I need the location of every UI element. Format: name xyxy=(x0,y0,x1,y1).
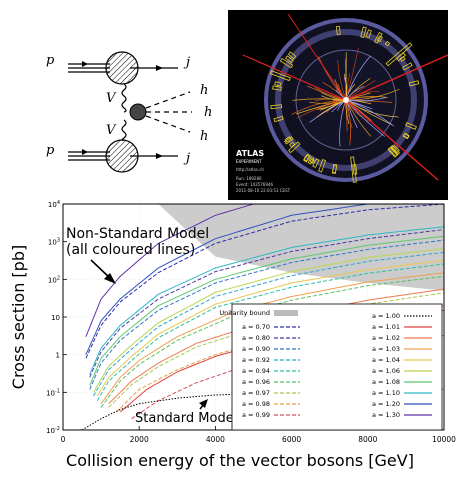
label-v-bottom: V xyxy=(106,123,117,138)
label-p-bottom: p xyxy=(46,143,55,158)
bottom-blob xyxy=(105,139,139,173)
legend-label: a = 0.96 xyxy=(242,378,270,386)
label-j-bottom: j xyxy=(183,151,190,166)
run-info: Run: 189280 xyxy=(236,176,262,181)
y-tick-label: 10 xyxy=(51,314,60,322)
svg-text:ATLAS: ATLAS xyxy=(236,149,264,158)
x-tick-label: 4000 xyxy=(206,435,225,444)
legend-label: a = 0.90 xyxy=(242,345,270,353)
series-line xyxy=(100,272,444,404)
x-axis-label: Collision energy of the vector bosons [G… xyxy=(66,451,414,470)
series-line xyxy=(93,248,444,393)
atlas-logo: ATLAS EXPERIMENT xyxy=(236,149,264,164)
legend-unitarity-swatch xyxy=(274,310,298,316)
legend-label: a = 1.04 xyxy=(372,356,400,364)
legend-label: a = 0.80 xyxy=(242,334,270,342)
y-tick-label: 103 xyxy=(48,238,60,247)
series-line xyxy=(85,204,444,359)
annotation-sm-arrow xyxy=(199,399,208,410)
y-tick-label: 102 xyxy=(48,275,60,284)
series-line xyxy=(85,204,256,337)
legend-label: a = 1.08 xyxy=(372,378,400,386)
event-info: Event: 143576946 xyxy=(236,182,273,187)
higgs-lines xyxy=(145,91,192,133)
x-tick-label: 6000 xyxy=(282,435,301,444)
v-boson-top xyxy=(121,83,127,113)
v-boson-bottom xyxy=(121,119,127,141)
atlas-url: http://atlas.ch xyxy=(236,167,264,172)
y-ticks: 10-2 10-1 1 10 102 103 104 xyxy=(46,200,67,435)
label-j-top: j xyxy=(183,55,190,70)
series-line xyxy=(108,288,444,405)
top-blob xyxy=(105,51,139,85)
legend-label: a = 1.20 xyxy=(372,400,400,408)
date-info: 2011-08-10 22:03:53 CEST xyxy=(236,188,291,193)
label-h1: h xyxy=(200,83,208,98)
series-line xyxy=(89,239,444,390)
svg-text:EXPERIMENT: EXPERIMENT xyxy=(236,159,262,164)
label-v-top: V xyxy=(106,91,117,106)
series-line xyxy=(89,226,444,375)
annotation-nonsm-line1: Non-Standard Model xyxy=(66,226,209,242)
series-line xyxy=(96,263,444,401)
label-p-top: p xyxy=(46,53,55,68)
x-tick-label: 10000 xyxy=(432,435,456,444)
annotation-sm: Standard Model xyxy=(135,411,237,426)
series-line xyxy=(89,229,444,378)
cross-section-plot: 0 2000 4000 6000 8000 10000 10-2 10-1 1 10 102 103… xyxy=(0,200,474,476)
y-tick-label: 104 xyxy=(48,200,60,209)
annotation-nonsm-arrow xyxy=(90,259,116,284)
y-tick-label: 10-2 xyxy=(46,426,60,435)
series-line xyxy=(108,292,444,408)
energy-towers xyxy=(269,25,420,183)
label-h3: h xyxy=(200,129,208,144)
legend-label: a = 1.03 xyxy=(372,345,400,353)
y-tick-label: 10-1 xyxy=(46,388,60,397)
x-tick-label: 8000 xyxy=(358,435,377,444)
y-tick-label: 1 xyxy=(56,352,60,360)
legend-label: a = 0.92 xyxy=(242,356,270,364)
annotation-nonsm-line2: (all coloured lines) xyxy=(66,242,195,258)
series-line xyxy=(85,204,444,355)
legend-label: a = 0.97 xyxy=(242,389,270,397)
legend-label: a = 1.01 xyxy=(372,323,400,331)
legend-label: a = 0.98 xyxy=(242,400,270,408)
legend-label: a = 1.30 xyxy=(372,411,400,419)
legend-unitarity-label: Unitarity bound xyxy=(219,309,270,317)
legend: Unitarity bound a = 0.70 a = 0.80 a = 0.90… xyxy=(219,303,443,431)
legend-label: a = 1.02 xyxy=(372,334,400,342)
label-h2: h xyxy=(204,105,212,120)
feynman-diagram: p p j j V V h h h xyxy=(0,0,225,200)
x-tick-label: 0 xyxy=(61,435,66,444)
legend-label: a = 0.70 xyxy=(242,323,270,331)
series-line xyxy=(96,259,444,397)
x-tick-label: 2000 xyxy=(130,435,149,444)
legend-label: a = 0.99 xyxy=(242,411,270,419)
legend-label: a = 1.00 xyxy=(372,312,400,320)
y-axis-label: Cross section [pb] xyxy=(9,245,28,389)
vertex-blob xyxy=(129,103,147,121)
series-line xyxy=(93,251,444,397)
legend-label: a = 1.10 xyxy=(372,389,400,397)
atlas-event-display: ATLAS EXPERIMENT http://atlas.ch Run: 18… xyxy=(228,10,449,200)
series-line xyxy=(89,235,444,386)
legend-label: a = 1.06 xyxy=(372,367,400,375)
series-line xyxy=(100,275,444,408)
legend-label: a = 0.94 xyxy=(242,367,270,375)
